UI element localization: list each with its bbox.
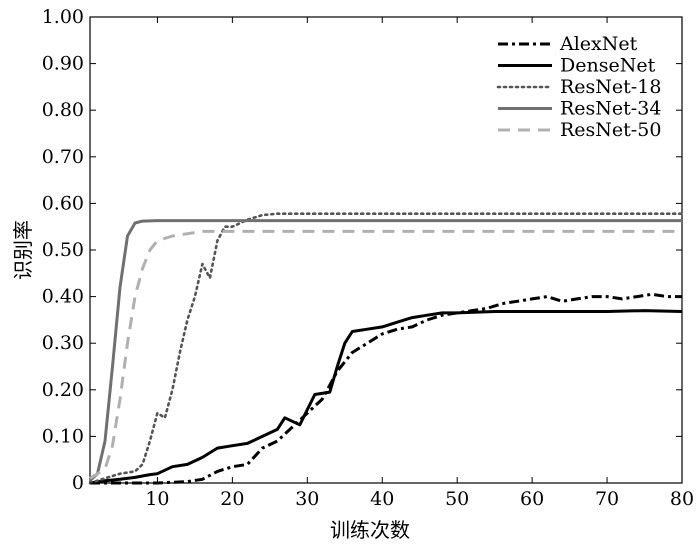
legend-label: ResNet-50 xyxy=(560,119,661,141)
y-tick-label: 1.00 xyxy=(42,6,84,28)
legend-label: AlexNet xyxy=(559,33,638,55)
x-tick-label: 10 xyxy=(145,488,169,510)
y-tick-label: 0 xyxy=(72,472,84,494)
series-line-resnet-18 xyxy=(88,212,684,485)
y-tick-label: 0.60 xyxy=(42,192,84,214)
x-tick-label: 60 xyxy=(520,488,544,510)
legend-label: ResNet-18 xyxy=(560,76,661,98)
x-tick-label: 40 xyxy=(370,488,394,510)
x-tick-label: 30 xyxy=(295,488,319,510)
y-tick-label: 0.80 xyxy=(42,99,84,121)
ticks-layer: 0 0.10 0.20 0.30 0.40 0.50 0.60 0.70 0.80 0.90 1.0… xyxy=(42,6,694,510)
x-tick-label: 70 xyxy=(595,488,619,510)
y-tick-label: 0.90 xyxy=(42,53,84,75)
series-line-alexnet xyxy=(90,292,682,485)
legend-label: DenseNet xyxy=(560,55,656,77)
y-tick-label: 0.50 xyxy=(42,239,84,261)
x-tick-label: 50 xyxy=(445,488,469,510)
series-line-resnet-50 xyxy=(89,229,682,480)
y-tick-label: 0.40 xyxy=(42,286,84,308)
series-line-densenet xyxy=(89,309,683,485)
y-tick-label: 0.30 xyxy=(42,332,84,354)
y-axis-label: 识别率 xyxy=(11,220,35,280)
x-tick-label: 20 xyxy=(220,488,244,510)
y-tick-label: 0.10 xyxy=(42,425,84,447)
x-axis-label: 训练次数 xyxy=(330,518,410,542)
legend-label: ResNet-34 xyxy=(560,98,661,120)
series-layer xyxy=(88,212,684,485)
x-tick-label: 80 xyxy=(670,488,694,510)
legend: AlexNetDenseNetResNet-18ResNet-34ResNet-… xyxy=(496,33,661,141)
y-tick-label: 0.20 xyxy=(42,379,84,401)
y-tick-label: 0.70 xyxy=(42,146,84,168)
series-line-resnet-34 xyxy=(88,219,682,482)
